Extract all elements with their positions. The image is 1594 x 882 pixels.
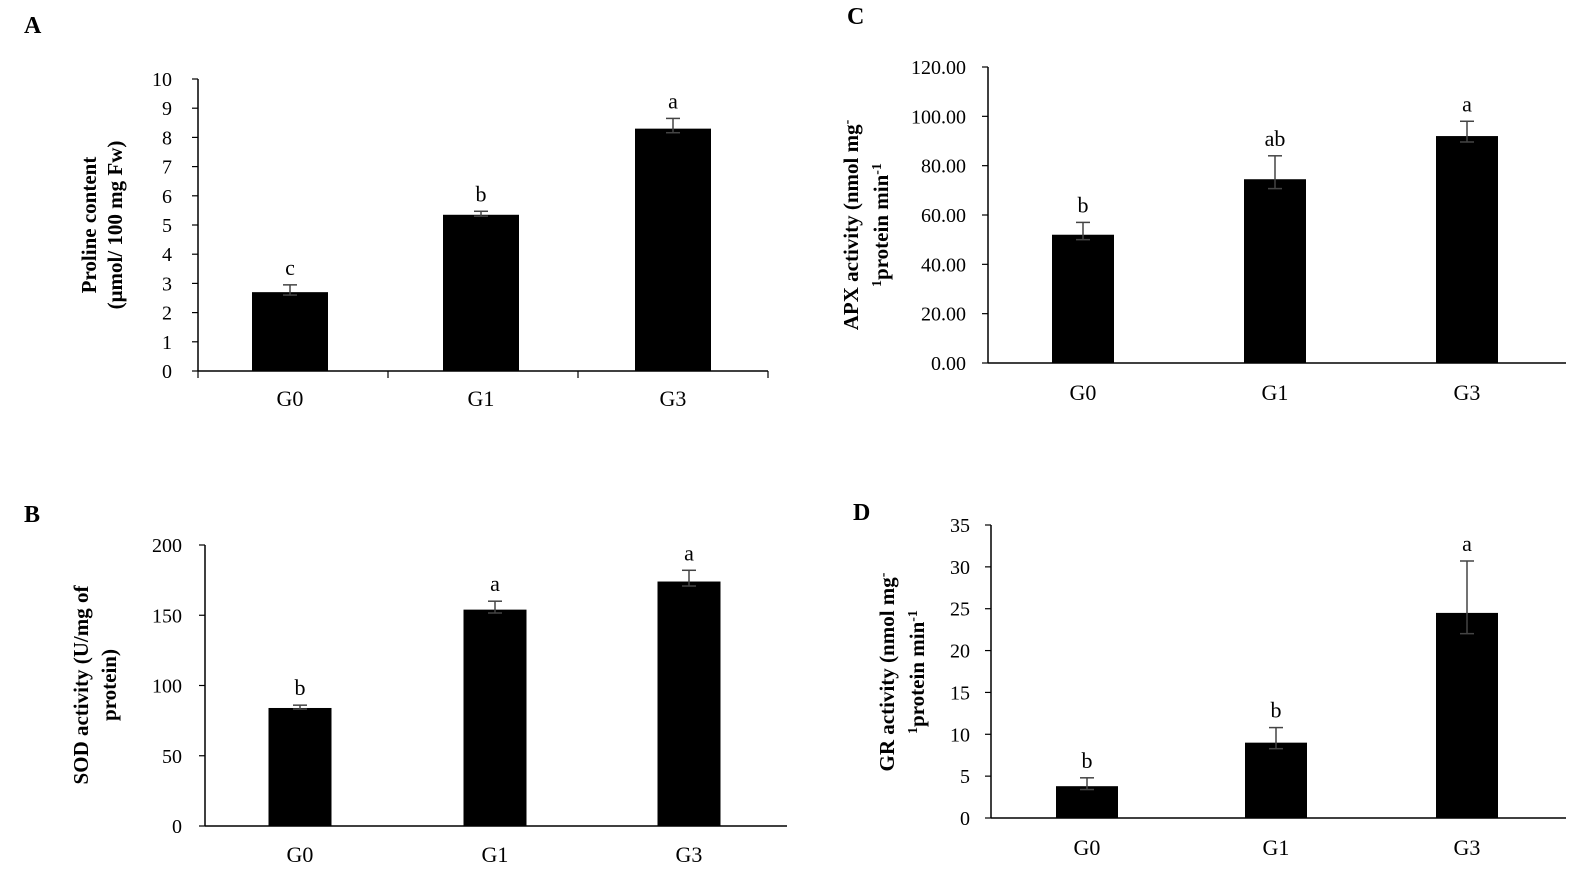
y-tick-label: 5 <box>960 766 970 788</box>
significance-letter: c <box>285 255 295 280</box>
y-axis-title-line: 1protein min-1 <box>869 163 893 287</box>
y-axis-title: GR activity (nmol mg-1protein min-1 <box>875 572 929 771</box>
x-tick-label-g0: G0 <box>1074 835 1101 860</box>
y-tick-label: 0 <box>960 808 970 830</box>
significance-letter: a <box>1462 531 1472 556</box>
x-tick-label-g1: G1 <box>468 386 495 411</box>
y-axis-title: APX activity (nmol mg-1protein min-1 <box>839 119 893 330</box>
chart-panel-d: D 0 5 10 15 20 25 30 35 b G0 b G1 a G3 GR activity (nmo… <box>853 500 1566 860</box>
panel-label-c: C <box>847 4 864 30</box>
y-axis-title-line: 1protein min-1 <box>905 610 929 734</box>
x-tick-label-g0: G0 <box>277 386 304 411</box>
y-axis-title-line: SOD activity (U/mg of <box>69 585 93 785</box>
panel-label-b: B <box>24 502 40 528</box>
chart-panel-c: C 0.00 20.00 40.00 60.00 80.00 100.00 120.00 b G0… <box>839 4 1566 405</box>
y-tick-label: 7 <box>162 157 172 179</box>
y-axis-title-line: (μmol/ 100 mg Fw) <box>103 141 127 310</box>
y-tick-label: 1 <box>162 332 172 354</box>
bar-g1 <box>1244 179 1306 363</box>
y-tick-label: 0 <box>172 816 182 838</box>
y-tick-label: 60.00 <box>921 205 966 227</box>
y-axis-title-line: protein) <box>97 649 121 721</box>
y-tick-label: 35 <box>950 515 970 537</box>
x-tick-label-g3: G3 <box>1454 380 1481 405</box>
y-tick-label: 9 <box>162 98 172 120</box>
y-tick-label: 80.00 <box>921 156 966 178</box>
y-tick-label: 25 <box>950 599 970 621</box>
significance-letter: b <box>1271 698 1282 723</box>
significance-letter: a <box>684 540 694 565</box>
bar-g3 <box>1436 612 1498 818</box>
panel-label-a: A <box>24 13 42 39</box>
significance-letter: a <box>490 571 500 596</box>
y-tick-label: 2 <box>162 303 172 325</box>
y-tick-label: 150 <box>152 605 182 627</box>
x-tick-label-g3: G3 <box>1454 835 1481 860</box>
y-axis-title: Proline content (μmol/ 100 mg Fw) <box>77 141 127 310</box>
chart-panel-a: A 0 1 2 3 4 5 6 7 8 9 10 c G0 b G1 a G3 Proline content (μm… <box>24 13 769 411</box>
y-tick-label: 100 <box>152 676 182 698</box>
significance-letter: b <box>1078 192 1089 217</box>
y-tick-label: 120.00 <box>911 57 966 79</box>
y-tick-label: 4 <box>162 244 172 266</box>
x-tick-label-g0: G0 <box>287 842 314 867</box>
y-tick-label: 5 <box>162 215 172 237</box>
y-tick-label: 30 <box>950 557 970 579</box>
y-axis-title-line: GR activity (nmol mg- <box>875 572 899 771</box>
x-tick-label-g1: G1 <box>1262 380 1289 405</box>
bar-g1 <box>1245 742 1307 818</box>
y-tick-label: 0.00 <box>931 353 966 375</box>
x-tick-label-g0: G0 <box>1070 380 1097 405</box>
significance-letter: a <box>668 88 678 113</box>
y-tick-label: 10 <box>950 724 970 746</box>
bar-g0 <box>252 292 328 371</box>
y-tick-label: 0 <box>162 361 172 383</box>
bar-g1 <box>443 214 519 371</box>
y-tick-label: 8 <box>162 127 172 149</box>
y-tick-label: 20.00 <box>921 304 966 326</box>
y-tick-label: 15 <box>950 682 970 704</box>
x-tick-label-g3: G3 <box>676 842 703 867</box>
bar-g0 <box>1056 786 1118 818</box>
y-tick-label: 50 <box>162 746 182 768</box>
bar-g1 <box>463 609 527 826</box>
y-tick-label: 6 <box>162 186 172 208</box>
y-tick-label: 10 <box>152 69 172 91</box>
significance-letter: b <box>476 181 487 206</box>
significance-letter: b <box>295 675 306 700</box>
bar-g3 <box>657 581 721 826</box>
bar-g0 <box>268 707 332 826</box>
significance-letter: ab <box>1265 126 1286 151</box>
x-tick-label-g1: G1 <box>482 842 509 867</box>
panel-label-d: D <box>853 500 870 526</box>
y-tick-label: 100.00 <box>911 106 966 128</box>
y-tick-label: 3 <box>162 273 172 295</box>
y-axis-title-line: Proline content <box>77 157 101 294</box>
y-tick-label: 200 <box>152 535 182 557</box>
bar-g0 <box>1052 234 1114 363</box>
y-tick-label: 20 <box>950 641 970 663</box>
significance-letter: a <box>1462 91 1472 116</box>
y-axis-title-line: APX activity (nmol mg- <box>839 119 863 330</box>
significance-letter: b <box>1082 748 1093 773</box>
bar-g3 <box>1436 136 1498 363</box>
x-tick-label-g3: G3 <box>660 386 687 411</box>
chart-panel-b: B 0 50 100 150 200 b G0 a G1 a G3 SOD activity (U/mg… <box>24 502 787 867</box>
y-tick-label: 40.00 <box>921 254 966 276</box>
x-tick-label-g1: G1 <box>1263 835 1290 860</box>
y-axis-title: SOD activity (U/mg of protein) <box>69 585 121 785</box>
bar-g3 <box>635 128 711 371</box>
